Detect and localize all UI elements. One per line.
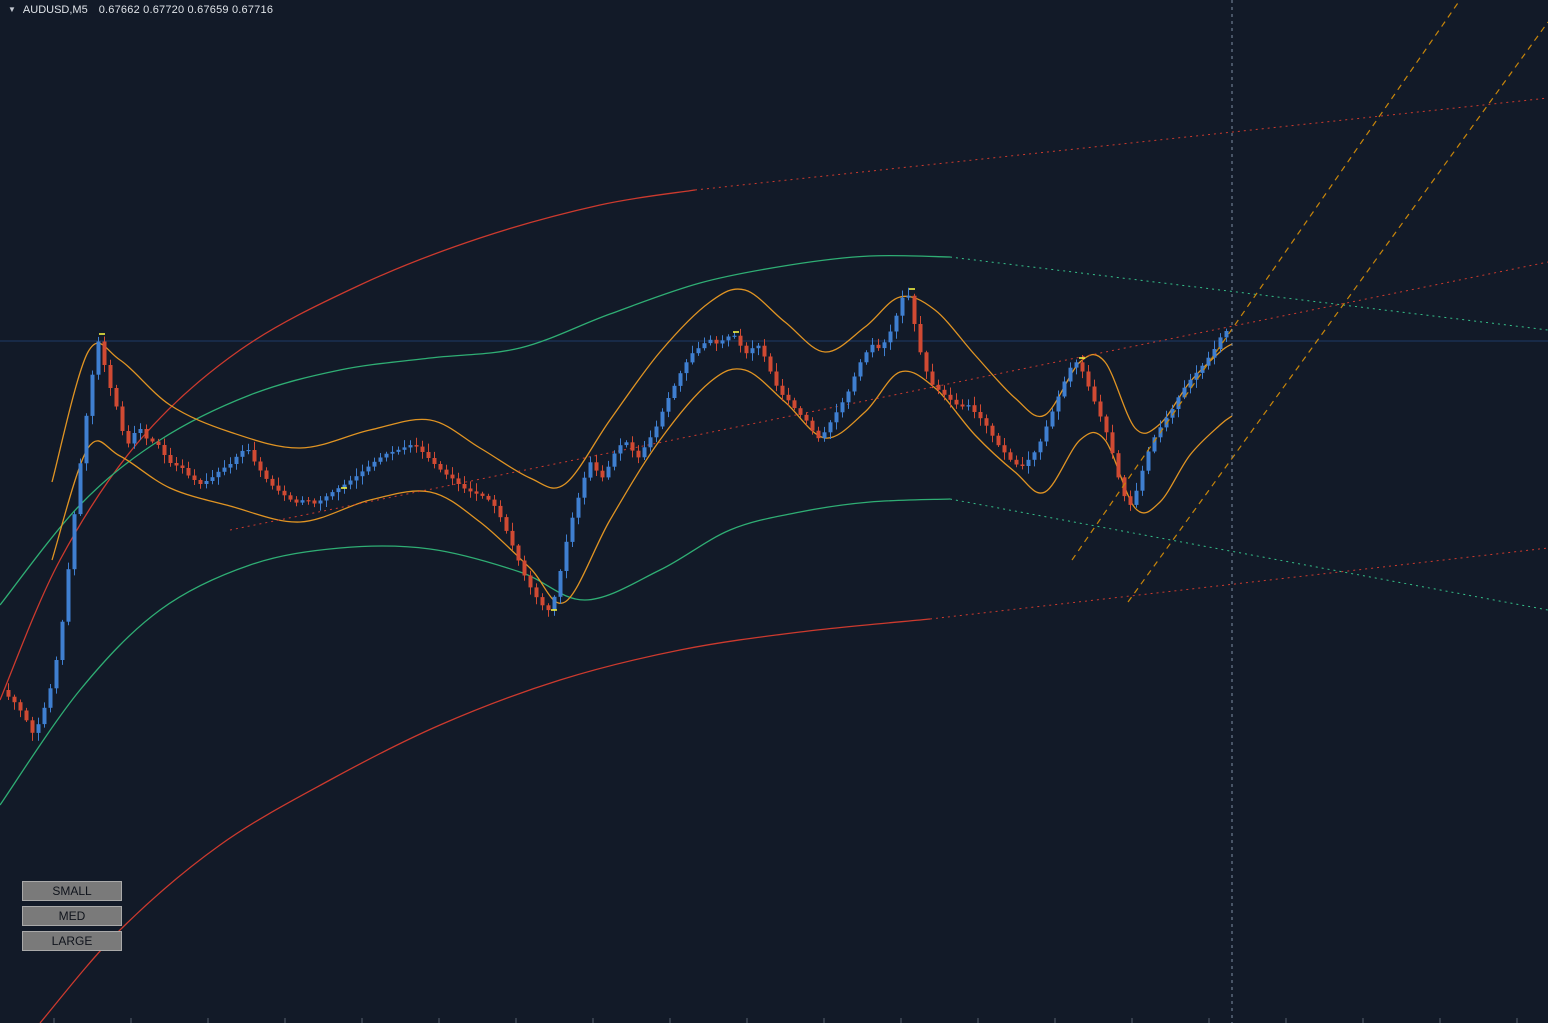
symbol-timeframe-label: AUDUSD,M5 [22,4,88,16]
size-button-small[interactable]: SMALL [22,881,122,901]
symbol-info-bar: ▼ AUDUSD,M5 0.67662 0.67720 0.67659 0.67… [8,3,273,17]
chart-size-button-group: SMALL MED LARGE [22,881,122,956]
size-button-med[interactable]: MED [22,906,122,926]
size-button-large[interactable]: LARGE [22,931,122,951]
ohlc-quote-label: 0.67662 0.67720 0.67659 0.67716 [98,4,274,16]
chart-dropdown-icon[interactable]: ▼ [8,5,16,14]
